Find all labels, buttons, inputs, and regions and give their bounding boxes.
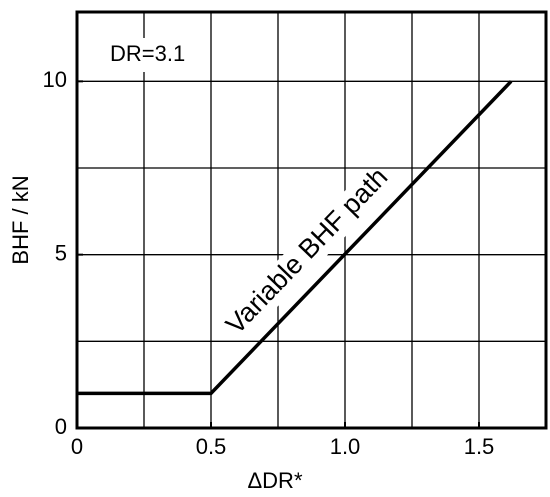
lines: [77, 80, 513, 396]
x-axis-label: ΔDR*: [247, 468, 302, 493]
annotation: DR=3.1: [110, 41, 185, 66]
annotation-bg: [227, 168, 389, 336]
x-tick-label: 0: [71, 434, 83, 459]
y-tick-label: 0: [55, 414, 67, 439]
x-tick-label: 1.0: [330, 434, 361, 459]
x-tick-label: 1.5: [464, 434, 495, 459]
y-tick-label: 5: [55, 240, 67, 265]
series-line: [77, 80, 513, 396]
y-tick-label: 10: [43, 67, 67, 92]
y-axis-label: BHF / kN: [8, 175, 33, 264]
annotation-bg: [96, 38, 208, 72]
plot-frame: [75, 10, 548, 430]
x-tick-label: 0.5: [196, 434, 227, 459]
grid: [77, 12, 546, 428]
path-label-group: Variable BHF path: [220, 162, 393, 340]
annotation: Variable BHF path: [220, 162, 393, 340]
